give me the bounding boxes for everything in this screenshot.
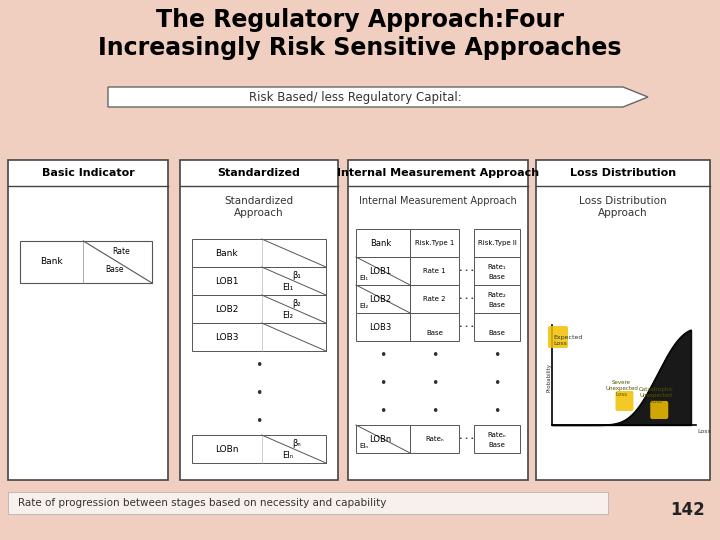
Text: •: • <box>379 376 387 389</box>
Text: Loss Distribution
Approach: Loss Distribution Approach <box>579 196 667 218</box>
FancyBboxPatch shape <box>180 160 338 480</box>
Text: EI₁: EI₁ <box>359 275 368 281</box>
Text: Rate of progression between stages based on necessity and capability: Rate of progression between stages based… <box>18 498 387 508</box>
Text: Loss Distribution: Loss Distribution <box>570 168 676 178</box>
FancyBboxPatch shape <box>410 257 459 285</box>
Text: Risk.Type 1: Risk.Type 1 <box>415 240 454 246</box>
Text: •: • <box>493 348 500 361</box>
Text: •: • <box>493 376 500 389</box>
FancyBboxPatch shape <box>356 313 410 341</box>
Text: •: • <box>379 348 387 361</box>
Text: Standardized
Approach: Standardized Approach <box>225 196 294 218</box>
FancyBboxPatch shape <box>192 435 326 463</box>
Text: Base: Base <box>489 330 505 336</box>
Text: • • •: • • • <box>459 268 474 273</box>
FancyBboxPatch shape <box>410 285 459 313</box>
Text: Rate 1: Rate 1 <box>423 268 446 274</box>
Text: Loss: Loss <box>697 429 711 434</box>
FancyBboxPatch shape <box>356 229 410 257</box>
FancyBboxPatch shape <box>474 229 520 257</box>
FancyBboxPatch shape <box>474 313 520 341</box>
Text: EI₂: EI₂ <box>282 310 293 320</box>
Text: β₁: β₁ <box>293 272 302 280</box>
FancyBboxPatch shape <box>474 425 520 453</box>
Text: •: • <box>256 387 263 400</box>
Text: •: • <box>431 348 438 361</box>
Text: EIₙ: EIₙ <box>282 450 293 460</box>
FancyBboxPatch shape <box>474 257 520 285</box>
Polygon shape <box>108 87 648 107</box>
FancyBboxPatch shape <box>410 313 459 341</box>
Text: Bank: Bank <box>40 258 63 267</box>
Text: Risk Based/ less Regulatory Capital:: Risk Based/ less Regulatory Capital: <box>249 91 462 104</box>
Text: Expected
Loss: Expected Loss <box>553 335 582 346</box>
Text: Catastrophic
Unexpected
Loss: Catastrophic Unexpected Loss <box>639 387 674 403</box>
Text: •: • <box>256 359 263 372</box>
Text: • • •: • • • <box>459 296 474 301</box>
Text: Probability: Probability <box>546 363 552 392</box>
Text: EI₁: EI₁ <box>282 282 293 292</box>
Text: βₙ: βₙ <box>293 440 302 449</box>
Text: Standardized: Standardized <box>217 168 300 178</box>
Text: Risk.Type II: Risk.Type II <box>477 240 516 246</box>
FancyBboxPatch shape <box>410 229 459 257</box>
FancyBboxPatch shape <box>348 160 528 480</box>
Text: •: • <box>493 404 500 417</box>
Text: Bank: Bank <box>215 248 238 258</box>
Text: Base: Base <box>426 330 443 336</box>
Text: LOB3: LOB3 <box>215 333 238 341</box>
Text: The Regulatory Approach:Four
Increasingly Risk Sensitive Approaches: The Regulatory Approach:Four Increasingl… <box>98 8 622 60</box>
Text: 142: 142 <box>670 501 705 519</box>
Text: LOBn: LOBn <box>369 435 392 443</box>
FancyBboxPatch shape <box>474 285 520 313</box>
Text: EI₂: EI₂ <box>359 303 368 309</box>
FancyBboxPatch shape <box>192 323 326 351</box>
FancyBboxPatch shape <box>410 425 459 453</box>
Text: •: • <box>431 404 438 417</box>
FancyBboxPatch shape <box>8 492 608 514</box>
Text: Rate: Rate <box>112 246 130 255</box>
Text: Base: Base <box>489 302 505 308</box>
Text: •: • <box>431 376 438 389</box>
Text: Internal Measurement Approach: Internal Measurement Approach <box>359 196 517 206</box>
FancyBboxPatch shape <box>192 239 326 267</box>
FancyBboxPatch shape <box>650 401 668 419</box>
Text: β₂: β₂ <box>293 300 302 308</box>
FancyBboxPatch shape <box>548 326 568 348</box>
Text: Rate₁: Rate₁ <box>487 264 506 270</box>
FancyBboxPatch shape <box>356 257 410 285</box>
Text: Basic Indicator: Basic Indicator <box>42 168 135 178</box>
Text: LOB1: LOB1 <box>369 267 392 275</box>
Text: LOB2: LOB2 <box>215 305 238 314</box>
Text: Base: Base <box>105 265 124 273</box>
FancyBboxPatch shape <box>356 285 410 313</box>
Text: Rateₙ: Rateₙ <box>487 432 506 438</box>
Text: LOB1: LOB1 <box>215 276 238 286</box>
FancyBboxPatch shape <box>356 425 410 453</box>
Text: EIₙ: EIₙ <box>359 443 368 449</box>
Text: LOB2: LOB2 <box>369 294 392 303</box>
Text: Base: Base <box>489 274 505 280</box>
Text: Base: Base <box>489 442 505 448</box>
Text: •: • <box>256 415 263 428</box>
Text: Bank: Bank <box>370 239 391 247</box>
Text: Rateₙ: Rateₙ <box>426 436 444 442</box>
Text: LOB3: LOB3 <box>369 322 392 332</box>
Text: Severe
Unexpected
Loss: Severe Unexpected Loss <box>605 380 638 396</box>
FancyBboxPatch shape <box>616 391 634 411</box>
FancyBboxPatch shape <box>536 160 710 480</box>
Text: •: • <box>379 404 387 417</box>
Text: • • •: • • • <box>459 436 474 442</box>
FancyBboxPatch shape <box>192 267 326 295</box>
FancyBboxPatch shape <box>20 241 152 283</box>
Text: Rate₂: Rate₂ <box>487 292 506 298</box>
Text: • • •: • • • <box>459 325 474 329</box>
Text: Internal Measurement Approach: Internal Measurement Approach <box>337 168 539 178</box>
Text: Rate 2: Rate 2 <box>423 296 446 302</box>
FancyBboxPatch shape <box>8 160 168 480</box>
FancyBboxPatch shape <box>192 295 326 323</box>
Text: LOBn: LOBn <box>215 444 238 454</box>
